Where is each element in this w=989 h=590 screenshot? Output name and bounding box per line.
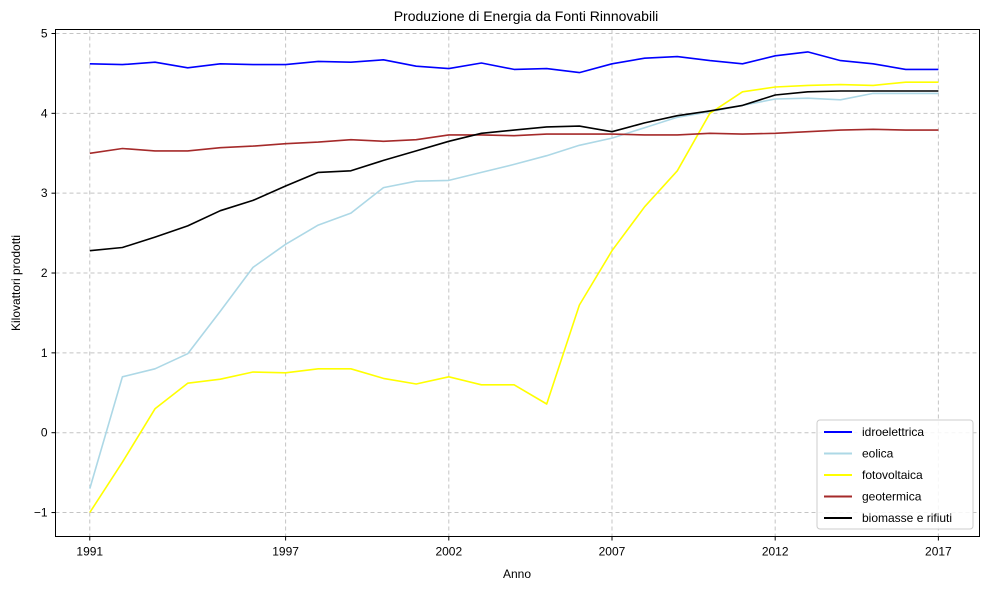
y-tick-label: −1	[34, 506, 48, 520]
y-tick-label: 1	[41, 346, 48, 360]
x-axis-ticks: 1991 1997 2002 2007 2012 2017	[76, 536, 952, 559]
series-line-geotermica	[89, 128, 939, 155]
series-line-eolica	[89, 92, 939, 489]
chart-title: Produzione di Energia da Fonti Rinnovabi…	[394, 8, 659, 24]
y-tick-label: 5	[41, 26, 48, 40]
x-tick-label: 2007	[599, 545, 626, 559]
x-tick-label: 2017	[925, 545, 952, 559]
y-tick-label: 2	[41, 266, 48, 280]
y-tick-label: 0	[41, 426, 48, 440]
legend-label: fotovoltaica	[862, 468, 923, 482]
x-tick-label: 1991	[76, 545, 103, 559]
x-tick-label: 1997	[272, 545, 299, 559]
legend: idroelettrica eolica fotovoltaica geotermic…	[816, 419, 974, 530]
legend-label: eolica	[862, 447, 894, 461]
y-axis-label: Kilovattori prodotti	[9, 235, 23, 331]
series-line-idroelettrica	[89, 51, 939, 74]
x-tick-label: 2012	[762, 545, 789, 559]
legend-box	[816, 419, 974, 530]
y-tick-label: 3	[41, 186, 48, 200]
y-tick-label: 4	[41, 106, 48, 120]
legend-label: biomasse e rifiuti	[862, 511, 952, 525]
x-tick-label: 2002	[435, 545, 462, 559]
grid	[55, 29, 980, 537]
series-group	[89, 51, 939, 513]
legend-label: idroelettrica	[862, 425, 924, 439]
legend-label: geotermica	[862, 490, 922, 504]
series-line-fotovoltaica	[89, 81, 939, 513]
y-axis-ticks: −1 0 1 2 3 4 5	[34, 26, 56, 520]
x-axis-label: Anno	[503, 567, 531, 581]
series-line-biomasse-e-rifiuti	[89, 90, 939, 252]
plot-frame	[55, 29, 980, 537]
